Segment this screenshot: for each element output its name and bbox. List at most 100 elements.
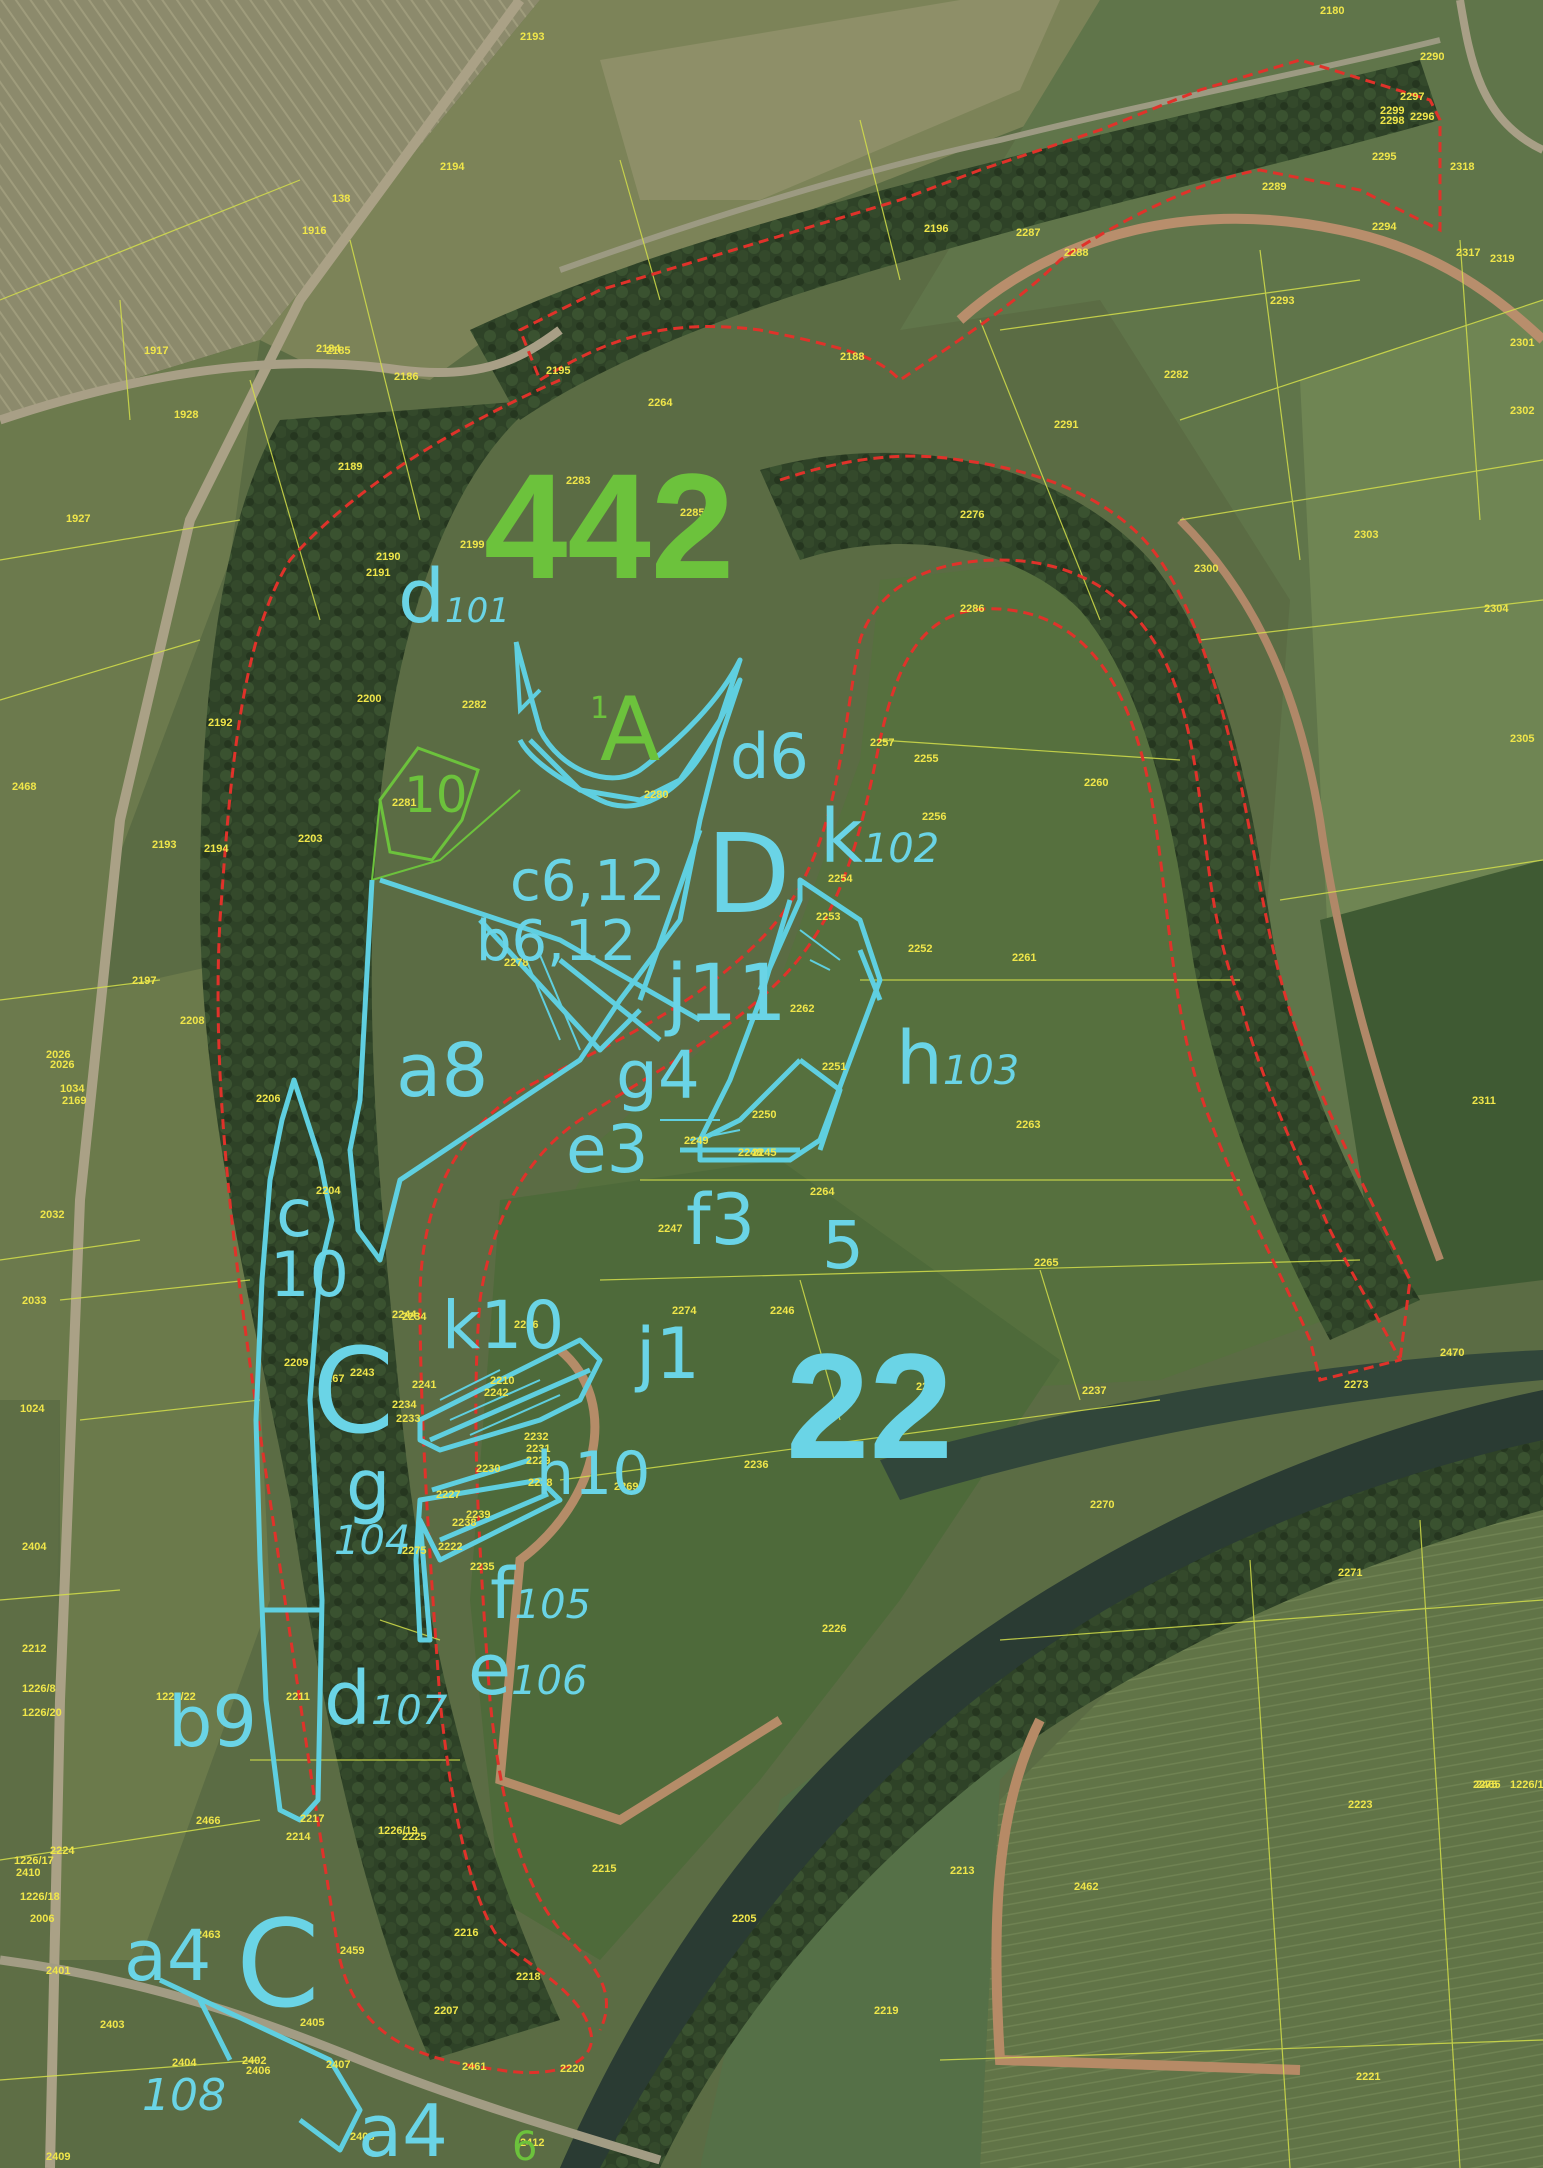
parcel-number-label: 2302 bbox=[1510, 405, 1534, 417]
parcel-number-label: 2406 bbox=[246, 2065, 270, 2077]
parcel-number-label: 2468 bbox=[12, 781, 36, 793]
subcompartment-label-D: D bbox=[706, 810, 791, 938]
stand-label-d107: d107 bbox=[324, 1656, 448, 1742]
river-upper bbox=[880, 1350, 1543, 1500]
parcel-number-label: 2180 bbox=[1320, 5, 1344, 17]
parcel-number-label: 2194 bbox=[440, 161, 465, 173]
field-left-mid bbox=[60, 960, 270, 1960]
parcel-number-label: 2463 bbox=[196, 1929, 220, 1941]
stand-label-j1: j1 bbox=[634, 1313, 700, 1395]
parcel-number-label: 2234 bbox=[402, 1311, 427, 1323]
stand-label-f3: f3 bbox=[686, 1179, 755, 1261]
stand-label-10: 10 bbox=[270, 1238, 349, 1311]
parcel-number-label: 2228 bbox=[528, 1477, 552, 1489]
parcel-number-label: 2231 bbox=[526, 1443, 550, 1455]
parcel-number-label: 2265 bbox=[1034, 1257, 1058, 1269]
parcel-number-label: 2224 bbox=[50, 1845, 75, 1857]
parcel-number-label: 2319 bbox=[1490, 253, 1514, 265]
meadow-lower bbox=[470, 1160, 1060, 1960]
parcel-number-label: 2288 bbox=[1064, 247, 1088, 259]
parcel-number-label: 2216 bbox=[454, 1927, 478, 1939]
parcel-number-label: 2305 bbox=[1510, 733, 1534, 745]
parcel-number-label: 2260 bbox=[1084, 777, 1108, 789]
stand-label-g104: g bbox=[346, 1445, 390, 1527]
field-bottom-right bbox=[960, 1500, 1543, 2168]
parcel-number-label: 2230 bbox=[476, 1463, 500, 1475]
forest-river-belt bbox=[560, 1430, 1543, 2168]
parcel-number-label: 2221 bbox=[1356, 2071, 1380, 2083]
parcel-number-label: 2254 bbox=[828, 873, 853, 885]
parcel-number-label: 2191 bbox=[366, 567, 390, 579]
parcel-number-label: 2402 bbox=[242, 2055, 266, 2067]
parcel-number-label: 2263 bbox=[1016, 1119, 1040, 1131]
dirt-track-meadow bbox=[495, 1346, 783, 1825]
parcel-number-label: 2465 bbox=[1476, 1779, 1500, 1791]
subcompartment-label-10: 10 bbox=[404, 766, 468, 824]
parcel-number-label: 2287 bbox=[1016, 227, 1040, 239]
stand-label-a4-left: a4 bbox=[124, 1915, 211, 1997]
green-line-10 bbox=[370, 789, 521, 882]
parcel-number-label: 2196 bbox=[924, 223, 948, 235]
parcel-number-label: 2304 bbox=[1484, 603, 1509, 615]
parcel-number-label: 2195 bbox=[546, 365, 570, 377]
road-top bbox=[0, 326, 563, 425]
parcel-number-label: 2193 bbox=[152, 839, 176, 851]
stand-label-e106: e106 bbox=[468, 1629, 587, 1711]
parcel-number-label: 2291 bbox=[1054, 419, 1078, 431]
parcel-number-label: 2211 bbox=[286, 1691, 310, 1703]
parcel-number-label: 2297 bbox=[1400, 91, 1424, 103]
parcel-number-label: 2242 bbox=[484, 1387, 508, 1399]
parcel-number-label: 2412 bbox=[520, 2137, 544, 2149]
parcel-number-label: 2215 bbox=[592, 1863, 616, 1875]
parcel-number-label: 2218 bbox=[516, 1971, 540, 1983]
parcel-number-label: 2255 bbox=[914, 753, 938, 765]
parcel-number-label: 2223 bbox=[1348, 1799, 1372, 1811]
parcel-number-label: 2294 bbox=[1372, 221, 1397, 233]
parcel-number-label: 2282 bbox=[462, 699, 486, 711]
parcel-number-label: 2401 bbox=[46, 1965, 70, 1977]
parcel-number-label: 2212 bbox=[22, 1643, 46, 1655]
parcel-number-label: 1226/17 bbox=[14, 1855, 54, 1867]
stand-label-108: 108 bbox=[142, 2070, 226, 2121]
parcel-number-label: 2243 bbox=[350, 1367, 374, 1379]
parcel-number-label: 2247 bbox=[658, 1223, 682, 1235]
parcel-number-label: 2226 bbox=[822, 1623, 846, 1635]
forest-left-belt bbox=[200, 400, 560, 2060]
stand-label-k10: k10 bbox=[442, 1287, 564, 1364]
parcel-number-label: 2206 bbox=[256, 1093, 280, 1105]
parcel-number-label: 2193 bbox=[520, 31, 544, 43]
parcel-number-label: 2266 bbox=[514, 1319, 538, 1331]
parcel-number-label: 2192 bbox=[208, 717, 232, 729]
parcel-number-label: 2236 bbox=[744, 1459, 768, 1471]
parcel-number-label: 2269 bbox=[614, 1481, 638, 1493]
stand-label-e3: e3 bbox=[566, 1111, 649, 1188]
parcel-number-label: 2409 bbox=[46, 2151, 70, 2163]
parcel-number-label: 2200 bbox=[357, 693, 381, 705]
parcel-number-label: 2293 bbox=[1270, 295, 1294, 307]
parcel-number-label: 2207 bbox=[434, 2005, 458, 2017]
parcel-number-label: 2248 bbox=[738, 1147, 762, 1159]
parcel-number-label: 2272 bbox=[916, 1381, 940, 1393]
parcel-number-label: 2225 bbox=[402, 1831, 426, 1843]
parcel-number-label: 2241 bbox=[412, 1379, 436, 1391]
stand-label-a8: a8 bbox=[396, 1028, 488, 1114]
subcompartment-label-C-bottom: C bbox=[236, 1896, 320, 2035]
parcel-number-label: 2285 bbox=[680, 507, 704, 519]
parcel-number-label: 2256 bbox=[922, 811, 946, 823]
compartment-boundary bbox=[216, 58, 1442, 2075]
parcel-number-label: 2209 bbox=[284, 1357, 308, 1369]
parcel-number-label: 2300 bbox=[1194, 563, 1218, 575]
parcel-boundaries bbox=[0, 119, 1543, 2168]
stand-label-d6: d6 bbox=[730, 720, 809, 793]
parcel-number-label: 2405 bbox=[300, 2017, 324, 2029]
dirt-track-field bbox=[991, 1717, 1301, 2075]
parcel-number-label: 2245 bbox=[752, 1147, 776, 1159]
parcel-number-label: 2404 bbox=[22, 1541, 47, 1553]
stand-label-h10: h10 bbox=[536, 1439, 650, 1509]
map-labels: 442 22 A 1 10 D C C d101 d6 k102 c6,12 b… bbox=[124, 442, 1019, 2168]
parcel-number-label: 2233 bbox=[396, 1413, 420, 1425]
parcel-number-label: 2251 bbox=[822, 1061, 846, 1073]
